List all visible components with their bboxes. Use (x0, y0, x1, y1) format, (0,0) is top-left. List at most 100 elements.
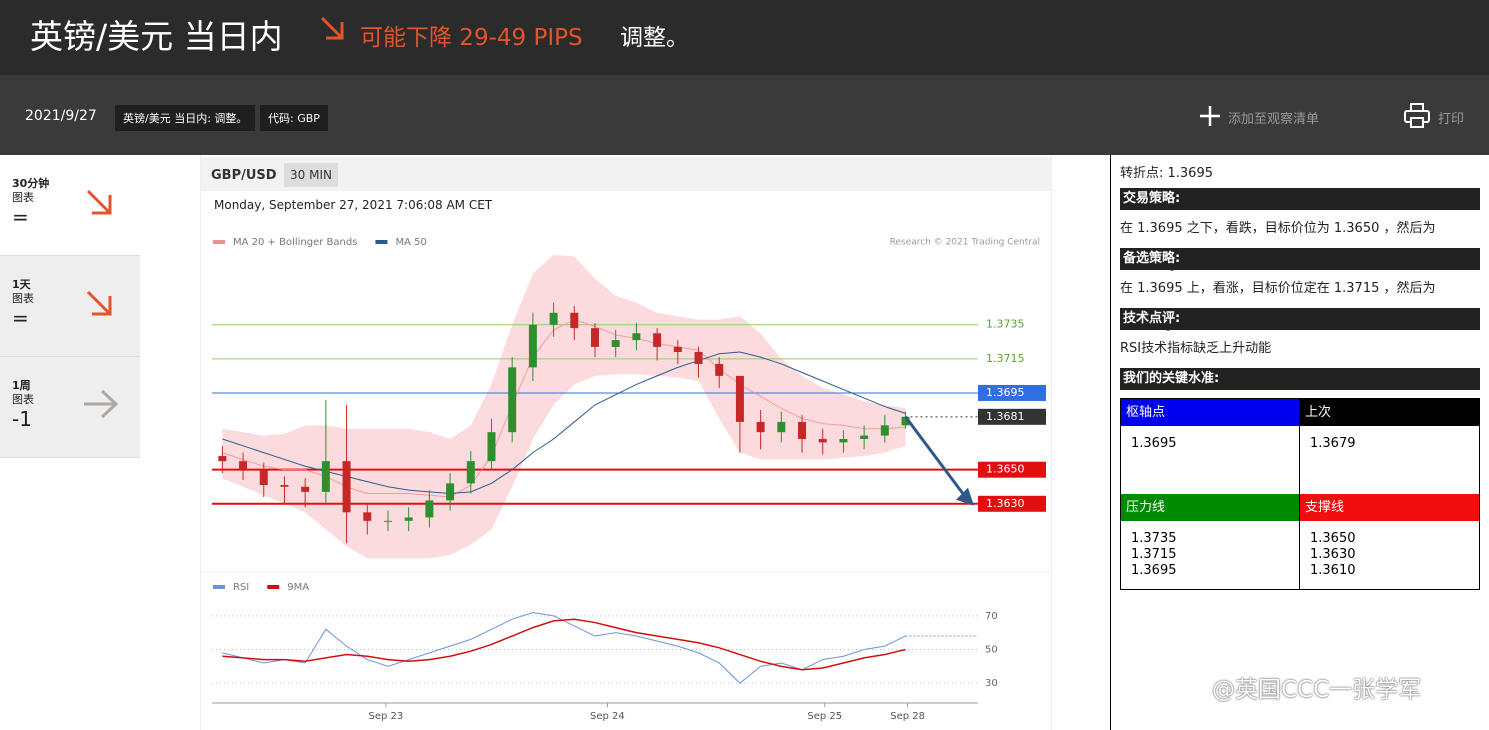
level-value: 1.3735 (1131, 531, 1177, 546)
strategy: 在 1.3695 之下，看跌，目标价位为 1.3650 ，然后为 1.3630 … (1120, 221, 1436, 274)
forecast-arrow (904, 415, 968, 499)
trend-icon (86, 189, 112, 215)
legend-label: RSI (233, 582, 249, 593)
table-cell: 1.3679 (1310, 436, 1356, 451)
interval[interactable]: 30 MIN (284, 163, 338, 187)
x-tick-label: Sep 25 (807, 711, 842, 722)
code-tag: 代码: GBP (260, 105, 328, 131)
comment: RSI技术指标缺乏上升动能 (1120, 341, 1272, 356)
trend-arrow (86, 290, 112, 316)
candle-body (694, 352, 703, 364)
candle-body (301, 486, 310, 492)
candle-body (425, 500, 434, 518)
candle-body (446, 483, 455, 501)
section-title: 我们的关键水准: (1120, 368, 1480, 390)
candle-body (342, 461, 351, 513)
candle-body (777, 421, 786, 433)
candle-body (383, 520, 392, 522)
trend-icon (86, 290, 112, 316)
arrow-head (956, 487, 974, 506)
add-icon[interactable] (1198, 104, 1222, 128)
candle-body (756, 421, 765, 433)
candle-body (528, 324, 537, 368)
timeframe-tile[interactable]: 1天 图表 = (0, 256, 140, 357)
table-cell: 1.3695 (1121, 426, 1300, 494)
signal: 可能下降 29-49 PIPS (360, 25, 583, 51)
section-title: 技术点评: (1120, 308, 1480, 330)
x-tick-label: Sep 23 (369, 711, 404, 722)
symbol: GBP/USD (211, 168, 277, 183)
candle-body (404, 517, 413, 521)
legend-swatch (375, 240, 388, 244)
candle-body (715, 363, 724, 376)
table-cell: 1.3650 1.3630 1.3610 (1300, 521, 1479, 589)
timestamp: Monday, September 27, 2021 7:06:08 AM CE… (214, 198, 493, 212)
timeframe-sub: 图表 (12, 292, 34, 305)
alt-strategy: 在 1.3695 上，看涨，目标价位定在 1.3715 ，然后为 1.3735。 (1120, 281, 1436, 334)
level-label: 1.3650 (986, 463, 1025, 476)
watch-button[interactable]: 添加至观察清单 (1228, 112, 1320, 127)
candle-body (591, 328, 599, 347)
legend-label: 9MA (287, 582, 309, 593)
ma-line (222, 351, 906, 495)
header: 英镑/美元 当日内 可能下降 29-49 PIPS 调整。 (0, 0, 1489, 75)
print-button[interactable]: 打印 (1438, 112, 1465, 127)
print-icon[interactable] (1403, 102, 1431, 130)
level-value: 1.3715 (1131, 547, 1177, 562)
level-tag (978, 495, 1046, 512)
level-value: 1.3630 (1310, 547, 1356, 562)
level-label: 1.3735 (986, 318, 1025, 331)
table-cell: 1.3735 1.3715 1.3695 (1121, 521, 1300, 589)
level-value: 1.3695 (1131, 563, 1177, 578)
trend-arrow (84, 389, 119, 419)
x-tick-label: Sep 28 (890, 711, 925, 722)
table-head: 压力线 (1121, 494, 1300, 521)
legend-swatch (213, 240, 225, 244)
table-head: 上次 (1300, 399, 1479, 426)
x-tick-label: Sep 24 (590, 711, 625, 722)
legend-label: MA 20 + Bollinger Bands (233, 237, 357, 248)
candle-body (611, 340, 620, 347)
candle-body (280, 485, 289, 487)
ma-line (222, 319, 906, 498)
candle-body (466, 461, 475, 484)
table-head: 支撑线 (1300, 494, 1479, 521)
candle-body (632, 333, 641, 341)
date: 2021/9/27 (25, 108, 97, 124)
level-label: 1.3715 (986, 352, 1025, 365)
level-tag (978, 408, 1046, 425)
level-value: 1.3650 (1310, 531, 1356, 546)
section-title: 备选策略: (1120, 248, 1480, 270)
chart-header: GBP/USD 30 MIN (201, 157, 1051, 191)
section-title: 交易策略: (1120, 188, 1480, 210)
timeframe-label: 1天 (12, 278, 31, 291)
y-tick-label: 30 (985, 678, 998, 689)
rsi-line (222, 611, 906, 684)
legend-swatch (213, 585, 225, 589)
legend-label: MA 50 (395, 237, 426, 248)
bollinger-band (222, 254, 906, 559)
candle-body (735, 375, 744, 422)
level-label: 1.3695 (986, 386, 1025, 399)
timeframe-sub: 图表 (12, 191, 34, 204)
timeframe-value: = (12, 306, 29, 330)
levels-table: 枢轴点 上次 1.3695 1.3679 压力线 支撑线 1.3735 1.371… (1120, 398, 1480, 590)
table-head: 枢轴点 (1121, 399, 1300, 426)
candle-body (570, 312, 579, 329)
legend-swatch (267, 585, 280, 589)
candle-body (901, 416, 910, 426)
timeframe-tile[interactable]: 30分钟 图表 = (0, 155, 140, 256)
status: 调整。 (620, 25, 689, 51)
timeframe-tile[interactable]: 1周 图表 -1 (0, 357, 140, 458)
candle-body (239, 461, 248, 470)
timeframe-label: 1周 (12, 379, 31, 392)
candle-body (487, 432, 496, 462)
candle-body (363, 512, 372, 521)
divider (1110, 155, 1111, 730)
level-tag (978, 461, 1046, 478)
y-tick-label: 50 (985, 645, 998, 656)
trend-arrow (86, 189, 112, 215)
watermark: @英国CCC一张学军 (1212, 677, 1422, 703)
timeframe-value: -1 (12, 407, 32, 431)
level-tag (978, 384, 1046, 401)
